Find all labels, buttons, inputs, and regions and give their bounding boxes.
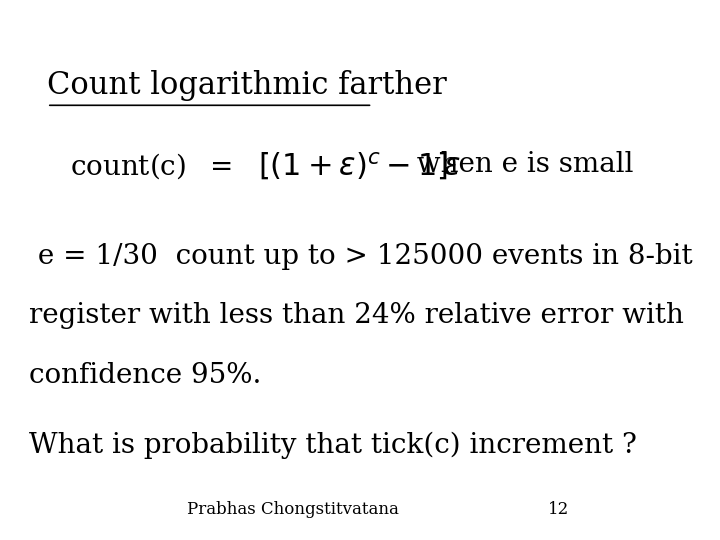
Text: 12: 12 (548, 502, 569, 518)
Text: confidence 95%.: confidence 95%. (30, 362, 261, 389)
Text: Count logarithmic farther: Count logarithmic farther (47, 70, 446, 101)
Text: e = 1/30  count up to > 125000 events in 8-bit: e = 1/30 count up to > 125000 events in … (30, 243, 693, 270)
Text: register with less than 24% relative error with: register with less than 24% relative err… (30, 302, 684, 329)
Text: count(c)  $=$: count(c) $=$ (71, 151, 232, 181)
Text: when e is small: when e is small (399, 151, 634, 178)
Text: What is probability that tick(c) increment ?: What is probability that tick(c) increme… (30, 432, 637, 460)
Text: $\left[(1+\varepsilon)^{c}-1\right]\!\varepsilon$: $\left[(1+\varepsilon)^{c}-1\right]\!\va… (258, 151, 462, 183)
Text: Prabhas Chongstitvatana: Prabhas Chongstitvatana (187, 502, 399, 518)
